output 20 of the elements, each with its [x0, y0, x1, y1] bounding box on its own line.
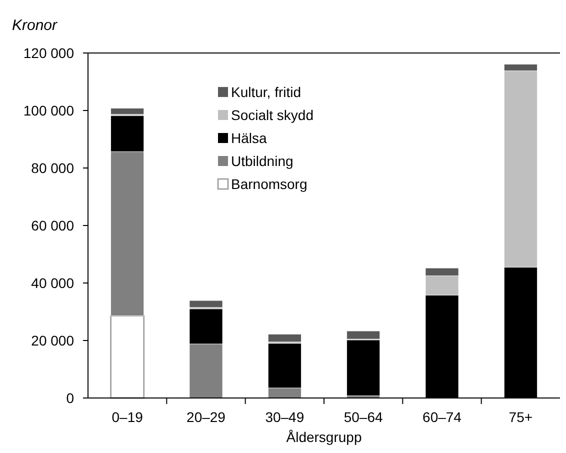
y-tick-label: 20 000	[31, 332, 74, 348]
y-tick-label: 0	[66, 390, 74, 406]
y-tick-label: 60 000	[31, 217, 74, 234]
x-tick-label: 20–29	[186, 409, 226, 425]
y-axis-title: Kronor	[12, 17, 58, 34]
legend-label: Socialt skydd	[231, 106, 314, 123]
x-tick-label: 50–64	[344, 409, 384, 425]
legend-label: Barnomsorg	[231, 176, 308, 192]
x-tick-label: 30–49	[265, 409, 304, 425]
legend-label: Kultur, fritid	[231, 84, 302, 100]
legend-label: Hälsa	[231, 130, 268, 146]
y-tick-label: 40 000	[31, 274, 74, 291]
x-tick-label: 75+	[508, 409, 533, 425]
y-tick-label: 100 000	[23, 102, 74, 118]
legend-label: Utbildning	[231, 152, 294, 169]
x-tick-label: 60–74	[422, 409, 462, 425]
x-axis-title: Åldersgrupp	[286, 429, 362, 445]
y-tick-label: 120 000	[23, 44, 74, 61]
x-tick-label: 0–19	[112, 409, 144, 425]
y-tick-label: 80 000	[31, 160, 74, 176]
